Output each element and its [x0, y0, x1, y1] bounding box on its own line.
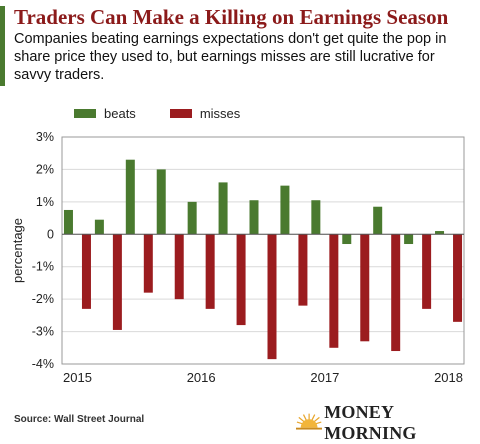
x-tick-label: 2015	[63, 370, 92, 385]
misses-bar	[391, 234, 401, 352]
misses-bar	[329, 234, 339, 348]
x-tick-label: 2017	[310, 370, 339, 385]
plot-border	[61, 136, 465, 365]
legend-swatch-misses	[169, 108, 192, 118]
y-tick-label: -2%	[32, 292, 54, 306]
legend: beats misses	[74, 104, 274, 122]
chart-subtitle: Companies beating earnings expectations …	[14, 31, 447, 83]
beats-bar	[435, 231, 445, 235]
source-note: Source: Wall Street Journal	[14, 414, 145, 425]
accent-bar	[0, 6, 5, 86]
beats-bar	[280, 185, 290, 235]
misses-bar	[236, 234, 246, 326]
misses-bar	[298, 234, 308, 306]
misses-bar	[205, 234, 215, 309]
beats-bar	[63, 209, 73, 235]
y-tick-label: 3%	[36, 130, 54, 144]
y-tick-label: 0	[47, 227, 54, 241]
misses-bar	[360, 234, 370, 342]
misses-bar	[267, 234, 277, 360]
legend-swatch-beats	[74, 108, 96, 118]
legend-item-misses: misses	[169, 105, 241, 121]
logo-text: MONEY MORNING	[324, 402, 417, 443]
misses-bar	[422, 234, 432, 309]
x-tick-label: 2018	[434, 370, 463, 385]
beats-bar	[373, 206, 383, 235]
x-tick-label: 2016	[187, 370, 216, 385]
legend-label-beats: beats	[104, 105, 136, 121]
beats-bar	[187, 201, 197, 235]
legend-label-misses: misses	[199, 105, 241, 121]
misses-bar	[81, 234, 91, 309]
beats-bar	[218, 182, 228, 235]
y-axis-title: percentage	[10, 218, 25, 283]
misses-bar	[453, 234, 463, 322]
misses-bar	[112, 234, 122, 330]
chart-title: Traders Can Make a Killing on Earnings S…	[14, 5, 449, 29]
y-tick-label: -4%	[32, 357, 54, 371]
beats-bar	[249, 200, 259, 235]
beats-bar	[311, 200, 321, 235]
y-tick-label: -3%	[32, 325, 54, 339]
misses-bar	[143, 234, 153, 293]
y-tick-label: 2%	[36, 162, 54, 176]
y-tick-label: 1%	[36, 195, 54, 209]
bar-chart: 3% 2% 1% 0 -1% -2% -3% -4% 2015 2016 2017 2018 perce…	[10, 130, 465, 385]
legend-item-beats: beats	[74, 106, 136, 121]
beats-bar	[156, 169, 166, 235]
beats-bar	[94, 219, 104, 235]
beats-bar	[342, 234, 352, 245]
sunrise-icon	[296, 413, 323, 430]
y-tick-label: -1%	[32, 260, 54, 274]
beats-bar	[125, 159, 135, 235]
beats-bar	[404, 234, 414, 245]
money-morning-logo: MONEY MORNING	[296, 402, 480, 444]
misses-bar	[174, 234, 184, 300]
